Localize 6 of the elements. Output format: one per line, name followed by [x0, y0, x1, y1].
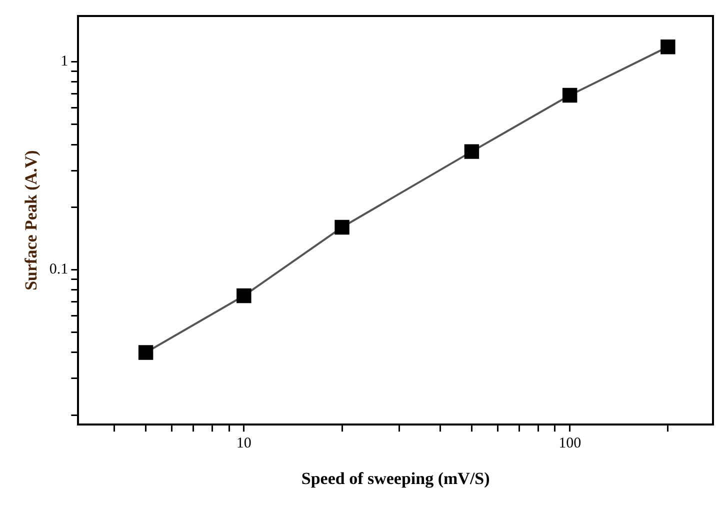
y-tick-label: 0.1: [49, 262, 68, 278]
y-tick-label: 1: [60, 54, 68, 70]
x-tick-label: 10: [236, 436, 252, 452]
x-axis-title: Speed of sweeping (mV/S): [301, 469, 490, 488]
x-tick-label: 100: [558, 436, 582, 452]
y-axis-title: Surface Peak (A.V): [22, 150, 41, 290]
